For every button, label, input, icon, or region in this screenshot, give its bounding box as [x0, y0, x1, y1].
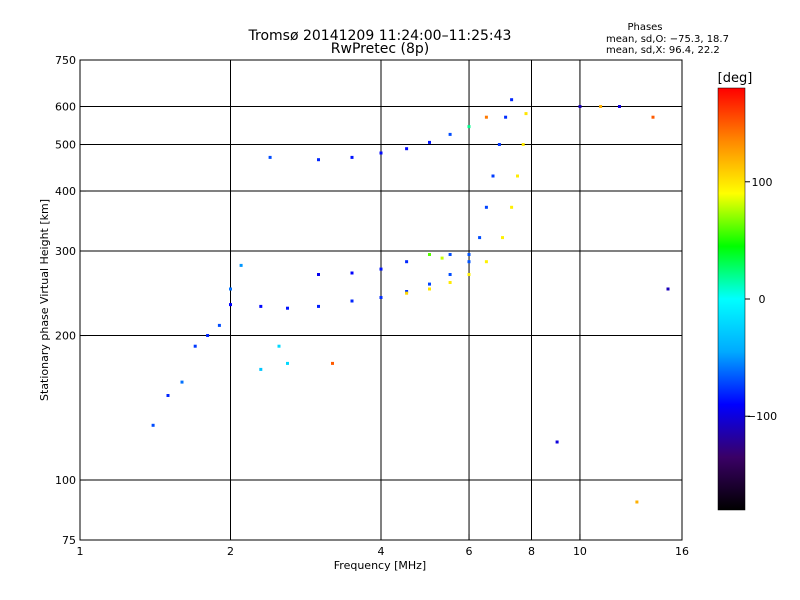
- data-point: [206, 334, 210, 337]
- data-point: [428, 287, 431, 291]
- data-point: [448, 281, 452, 284]
- data-point: [405, 147, 409, 151]
- x-tick-label: 4: [378, 545, 385, 558]
- data-point: [405, 291, 409, 295]
- y-tick-label: 200: [55, 330, 76, 343]
- data-point: [448, 253, 452, 256]
- data-point: [467, 260, 471, 264]
- colorbar-tick-label: 100: [752, 176, 773, 189]
- data-point: [440, 256, 444, 260]
- data-point: [448, 273, 452, 276]
- x-tick-label: 1: [77, 545, 84, 558]
- data-point: [516, 174, 519, 178]
- y-ticks: 75 100 200 300 400 500 600 750: [55, 54, 86, 547]
- data-point: [651, 115, 655, 119]
- y-tick-label: 750: [55, 54, 76, 67]
- x-tick-label: 6: [466, 545, 473, 558]
- data-point: [379, 296, 383, 299]
- data-point: [286, 361, 289, 365]
- y-tick-label: 300: [55, 245, 76, 258]
- data-point: [428, 282, 431, 286]
- x-tick-label: 10: [573, 545, 587, 558]
- data-point: [666, 287, 670, 291]
- x-tick-label: 8: [528, 545, 535, 558]
- colorbar-ticks: 100 0 −100: [745, 176, 777, 423]
- data-point: [484, 260, 488, 264]
- x-ticks: 1 2 4 6 8 10 16: [77, 534, 689, 558]
- data-point: [578, 105, 582, 108]
- data-point: [166, 394, 170, 397]
- data-point: [510, 205, 514, 209]
- data-point: [405, 290, 409, 293]
- legend-line-x: mean, sd,X: 96.4, 22.2: [606, 45, 720, 56]
- data-point: [350, 155, 354, 159]
- colorbar-tick-label: −100: [747, 410, 777, 423]
- y-tick-label: 100: [55, 474, 76, 487]
- data-point: [259, 367, 263, 371]
- data-point: [193, 344, 197, 348]
- data-point: [555, 440, 559, 444]
- data-point: [467, 253, 471, 256]
- data-point: [217, 323, 221, 327]
- data-point: [524, 112, 528, 116]
- data-point: [239, 263, 243, 267]
- data-points: [151, 98, 670, 504]
- y-tick-label: 600: [55, 101, 76, 114]
- data-point: [484, 205, 488, 209]
- data-point: [229, 287, 232, 291]
- data-point: [484, 115, 488, 119]
- data-point: [229, 303, 232, 307]
- y-tick-label: 500: [55, 139, 76, 152]
- data-point: [521, 143, 525, 146]
- data-point: [478, 236, 482, 240]
- data-point: [467, 125, 471, 129]
- grid: [80, 60, 682, 540]
- data-point: [504, 115, 508, 119]
- data-point: [467, 273, 471, 276]
- data-point: [317, 273, 320, 276]
- data-point: [277, 344, 281, 348]
- data-point: [501, 236, 504, 240]
- chart-subtitle: RwPretec (8p): [331, 41, 429, 57]
- data-point: [379, 267, 383, 271]
- data-point: [448, 132, 452, 136]
- colorbar-label: [deg]: [718, 71, 753, 86]
- data-point: [268, 155, 272, 159]
- data-point: [491, 174, 495, 178]
- data-point: [428, 140, 431, 144]
- y-tick-label: 75: [62, 534, 76, 547]
- y-tick-label: 400: [55, 185, 76, 198]
- data-point: [180, 380, 184, 384]
- x-axis-label: Frequency [MHz]: [334, 559, 426, 572]
- data-point: [428, 253, 431, 256]
- data-point: [331, 361, 334, 365]
- data-point: [405, 260, 409, 264]
- x-tick-label: 16: [675, 545, 689, 558]
- colorbar-tick-label: 0: [759, 293, 766, 306]
- data-point: [317, 158, 320, 162]
- data-point: [379, 151, 383, 155]
- data-point: [497, 143, 501, 146]
- legend-line-o: mean, sd,O: −75.3, 18.7: [606, 34, 729, 45]
- data-point: [151, 423, 155, 427]
- data-point: [599, 105, 603, 108]
- data-point: [317, 304, 320, 308]
- data-point: [350, 299, 354, 303]
- y-axis-label: Stationary phase Virtual Height [km]: [38, 199, 51, 401]
- chart-title: Tromsø 20141209 11:24:00–11:25:43: [248, 28, 512, 44]
- legend-title: Phases: [627, 22, 662, 33]
- data-point: [259, 304, 263, 308]
- data-point: [350, 271, 354, 275]
- colorbar: [717, 87, 746, 511]
- data-point: [618, 105, 621, 108]
- data-point: [635, 500, 639, 504]
- data-point: [286, 306, 289, 310]
- data-point: [510, 98, 514, 102]
- x-tick-label: 2: [227, 545, 234, 558]
